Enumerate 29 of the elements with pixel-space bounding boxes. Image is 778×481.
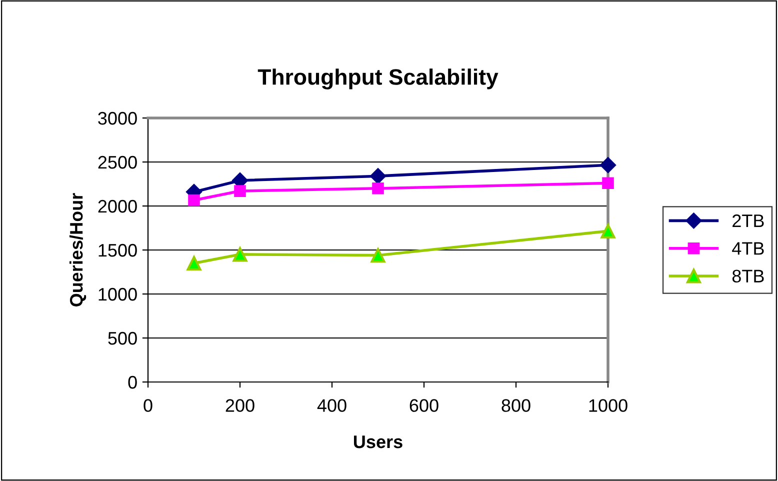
point: [602, 177, 614, 190]
point: [234, 185, 246, 197]
point: [372, 182, 384, 194]
chart-title: Throughput Scalability: [258, 68, 498, 90]
point: [600, 157, 616, 173]
x-tick-label: 400: [317, 399, 346, 412]
x-tick-label: 1000: [589, 399, 628, 412]
y-tick-label: 2000: [98, 200, 137, 213]
point: [600, 224, 616, 238]
x-tick-label: 200: [226, 399, 254, 412]
point: [186, 256, 202, 270]
x-tick-label: 0: [144, 399, 152, 412]
x-tick-label: 800: [502, 399, 530, 412]
legend-label: 4TB: [732, 242, 764, 255]
y-tick-label: 3000: [98, 112, 137, 125]
legend-label: 2TB: [732, 214, 764, 228]
legend-label: 8TB: [732, 270, 764, 283]
point: [370, 168, 386, 184]
x-tick-label: 600: [410, 399, 438, 412]
y-tick-label: 0: [128, 376, 137, 389]
y-tick-label: 2500: [98, 156, 137, 169]
y-tick-label: 1000: [98, 288, 137, 301]
y-tick-label: 500: [108, 332, 137, 345]
point: [370, 248, 386, 263]
point: [232, 247, 248, 262]
point: [188, 194, 200, 206]
y-axis-title: Queries/Hour: [69, 193, 86, 306]
x-axis-title: Users: [354, 436, 402, 448]
y-tick-label: 1500: [98, 244, 137, 257]
